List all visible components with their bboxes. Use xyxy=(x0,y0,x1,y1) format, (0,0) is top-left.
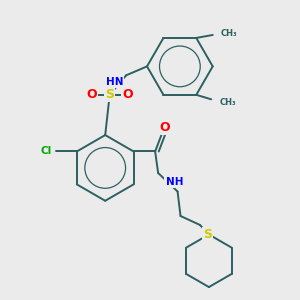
Text: CH₃: CH₃ xyxy=(220,98,236,107)
Text: Cl: Cl xyxy=(40,146,51,157)
Text: S: S xyxy=(203,228,212,241)
Text: O: O xyxy=(159,121,170,134)
Text: O: O xyxy=(86,88,97,101)
Text: HN: HN xyxy=(106,77,123,87)
Text: S: S xyxy=(105,88,114,101)
Text: NH: NH xyxy=(166,177,183,187)
Text: O: O xyxy=(122,88,133,101)
Text: CH₃: CH₃ xyxy=(221,29,238,38)
